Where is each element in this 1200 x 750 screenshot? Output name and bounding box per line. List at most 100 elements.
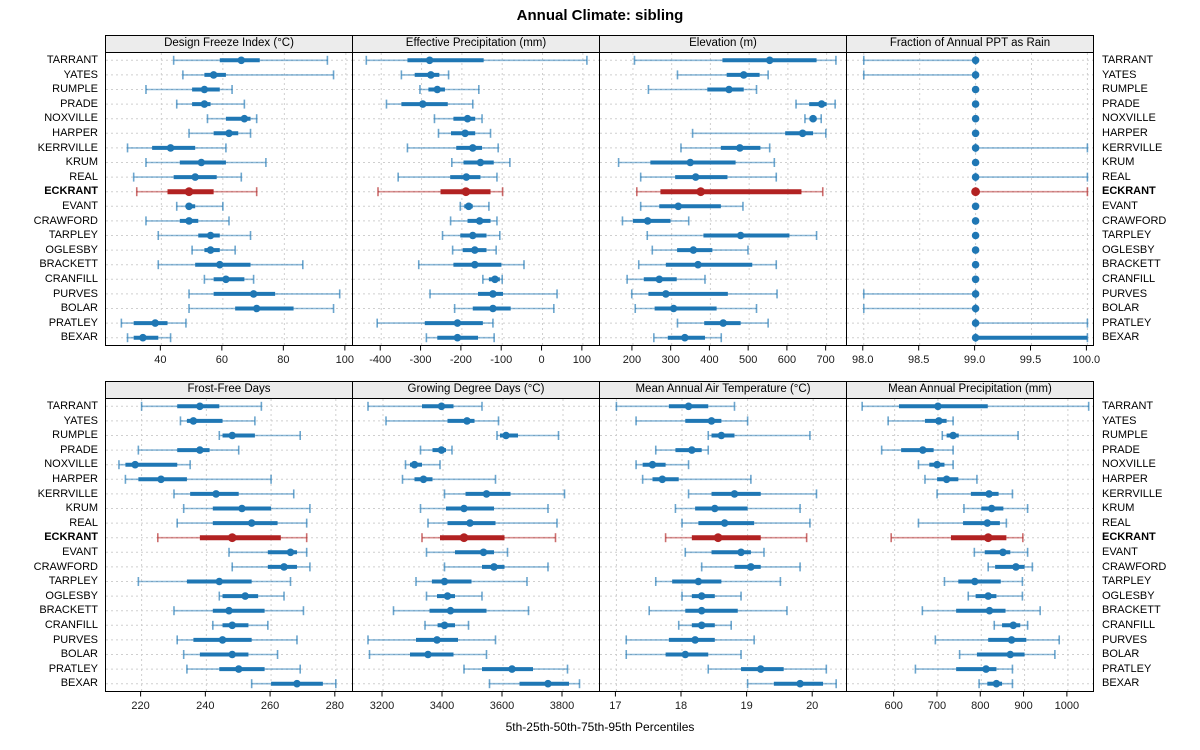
median-dot xyxy=(453,319,462,327)
trellis-row-top: TARRANT YATES RUMPLE PRADE NOXVILLE HARPER KER… xyxy=(0,35,1200,372)
row-label: CRANFILL xyxy=(1102,618,1156,631)
median-dot xyxy=(225,606,233,615)
median-dot xyxy=(697,621,706,630)
x-tick-label: 600 xyxy=(884,700,902,712)
x-tick-label: 98.5 xyxy=(908,354,929,366)
median-dot xyxy=(425,56,434,65)
median-dot xyxy=(1009,621,1018,630)
row-label: TARPLEY xyxy=(1102,575,1152,588)
median-dot xyxy=(286,548,295,557)
panel-x-axis: 200 300 400 500 600 700 xyxy=(623,346,835,366)
median-dot xyxy=(971,114,980,123)
row-label: NOXVILLE xyxy=(44,458,98,471)
x-tick-label: 80 xyxy=(277,354,289,366)
row-label: BEXAR xyxy=(1102,331,1140,344)
row-label: EVANT xyxy=(62,199,98,212)
x-tick-label: 60 xyxy=(216,354,228,366)
median-dot xyxy=(151,319,159,327)
median-dot xyxy=(697,606,706,615)
median-dot xyxy=(166,144,175,152)
panel-strip: Mean Annual Precipitation (mm) xyxy=(847,381,1093,399)
panel-strip: Design Freeze Index (°C) xyxy=(106,35,352,53)
row-label: ECKRANT xyxy=(44,531,98,544)
median-dot xyxy=(674,202,683,211)
panel-strip: Fraction of Annual PPT as Rain xyxy=(847,35,1093,53)
row-label: PRADE xyxy=(60,443,98,456)
median-dot xyxy=(697,592,706,600)
median-dot xyxy=(234,665,243,673)
median-dot xyxy=(240,114,249,123)
median-dot xyxy=(809,114,817,123)
median-dot xyxy=(228,431,237,440)
row-label: KRUM xyxy=(1102,156,1135,169)
row-label: KRUM xyxy=(65,502,98,515)
x-tick-label: -400 xyxy=(369,354,391,366)
median-dot-highlight xyxy=(983,533,993,543)
median-dot xyxy=(189,417,198,425)
median-dot-highlight xyxy=(461,187,471,197)
row-label: TARPLEY xyxy=(48,229,98,242)
median-dot xyxy=(719,319,727,327)
row-label: ECKRANT xyxy=(1102,531,1156,544)
median-dot xyxy=(249,290,258,298)
panel-strip-label: Design Freeze Index (°C) xyxy=(164,37,294,49)
row-label: HARPER xyxy=(52,126,98,139)
row-label: KERRVILLE xyxy=(37,487,98,500)
x-tick-label: 700 xyxy=(816,354,834,366)
row-label: OGLESBY xyxy=(45,243,98,256)
row-label: REAL xyxy=(1102,516,1131,529)
x-tick-label: 3600 xyxy=(490,700,514,712)
row-label: BOLAR xyxy=(60,648,98,661)
median-dot xyxy=(717,431,726,440)
median-dot xyxy=(688,446,696,454)
median-dot xyxy=(971,56,980,65)
median-dot xyxy=(694,577,703,586)
median-dot xyxy=(970,577,979,586)
x-tick-label: 260 xyxy=(261,700,279,712)
median-dot xyxy=(433,636,441,644)
median-dot xyxy=(247,519,256,527)
median-dot xyxy=(470,260,479,269)
median-dot xyxy=(971,100,980,108)
panel-strip: Frost-Free Days xyxy=(106,381,352,399)
panel-growing-degree-days: Growing Degree Days (°C) 3200 3400 3600 380… xyxy=(352,381,599,718)
panel-x-axis: -400 -300 -200 -100 0 100 xyxy=(369,346,591,366)
x-tick-label: 100 xyxy=(336,354,354,366)
row-labels-left-bottom: TARRANT YATES RUMPLE PRADE NOXVILLE HARPER KER… xyxy=(0,381,105,691)
median-dot xyxy=(215,260,224,269)
median-dot xyxy=(490,563,498,571)
row-label: TARPLEY xyxy=(48,575,98,588)
median-dot xyxy=(197,158,206,167)
median-dot xyxy=(747,563,755,571)
x-tick-label: 100.0 xyxy=(1073,354,1101,366)
median-dot-highlight xyxy=(696,187,706,197)
panel-x-axis: 3200 3400 3600 3800 xyxy=(370,692,574,712)
row-label: YATES xyxy=(1102,414,1137,427)
median-dot xyxy=(461,129,469,138)
median-dot-highlight xyxy=(227,533,237,543)
row-labels-right-bottom: TARRANT YATES RUMPLE PRADE NOXVILLE HARPER KER… xyxy=(1094,381,1200,691)
median-dot xyxy=(736,231,745,240)
panel-frost-free-days: Frost-Free Days 220 240 260 280 xyxy=(105,381,352,718)
median-dot xyxy=(681,333,689,342)
x-tick-label: 20 xyxy=(806,700,818,712)
median-dot xyxy=(918,446,927,454)
median-dot xyxy=(502,431,510,440)
row-label: TARRANT xyxy=(1102,400,1154,412)
median-dot xyxy=(293,679,301,688)
row-label: OGLESBY xyxy=(1102,589,1155,602)
row-label: HARPER xyxy=(1102,126,1148,139)
median-dot xyxy=(437,446,446,454)
panel-x-axis: 220 240 260 280 xyxy=(131,692,344,712)
row-label: BRACKETT xyxy=(1102,258,1161,271)
panel-plot-area xyxy=(106,399,352,692)
row-label: BEXAR xyxy=(60,331,98,344)
row-label: OGLESBY xyxy=(1102,243,1155,256)
row-label: PRADE xyxy=(1102,443,1140,456)
x-tick-label: 3200 xyxy=(370,700,394,712)
caption: 5th-25th-50th-75th-95th Percentiles xyxy=(505,720,695,734)
median-dot xyxy=(707,417,716,425)
row-label: OGLESBY xyxy=(45,589,98,602)
panel-x-axis: 600 700 800 900 1000 xyxy=(884,692,1079,712)
median-dot xyxy=(711,504,719,513)
